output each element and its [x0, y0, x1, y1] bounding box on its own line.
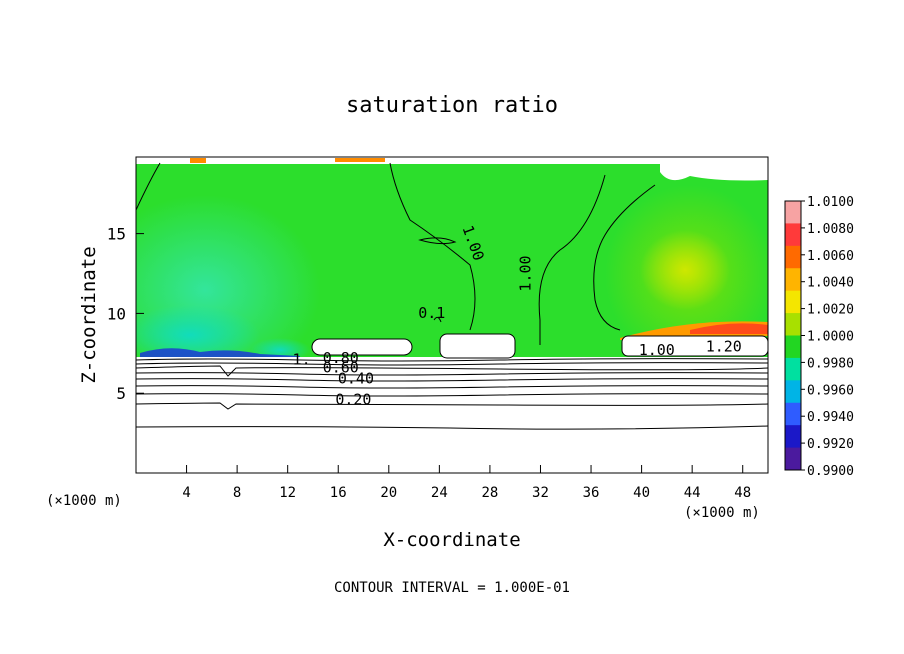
colorbar-label: 0.9980: [807, 356, 854, 371]
x-axis-label: X-coordinate: [383, 529, 520, 551]
x-tick-label: 24: [431, 485, 448, 501]
contour-label: 0.40: [338, 370, 374, 388]
colorbar-swatch: [785, 357, 801, 381]
colorbar-label: 0.9900: [807, 464, 854, 479]
colorbar-swatch: [785, 268, 801, 292]
x-tick-label: 4: [182, 485, 190, 501]
x-tick-label: 12: [279, 485, 296, 501]
colorbar-swatch: [785, 380, 801, 404]
contour-label: 0.60: [323, 358, 359, 376]
x-tick-label: 20: [380, 485, 397, 501]
x-tick-label: 28: [481, 485, 498, 501]
field-top-strip: [136, 157, 768, 164]
x-axis-ticks: 4 8 12 16 20 24 28 32 36 40 44 48: [182, 465, 751, 501]
contour-interval-note: CONTOUR INTERVAL = 1.000E-01: [334, 580, 570, 596]
x-tick-label: 44: [684, 485, 701, 501]
orange-top-1: [190, 158, 206, 163]
subsaturated-region: [136, 357, 768, 473]
x-tick-label: 40: [633, 485, 650, 501]
colorbar-label: 1.0000: [807, 330, 854, 345]
colorbar-swatch: [785, 313, 801, 336]
y-tick-label: 10: [107, 304, 126, 323]
colorbar-label: 0.9940: [807, 410, 854, 425]
colorbar-label: 1.0100: [807, 195, 854, 210]
x-tick-label: 8: [233, 485, 241, 501]
yellow-patch-core: [640, 230, 730, 310]
colorbar-swatch: [785, 290, 801, 314]
colorbar-swatch: [785, 201, 801, 224]
x-tick-label: 16: [330, 485, 347, 501]
x-tick-label: 32: [532, 485, 549, 501]
plot-frame: [135, 156, 769, 474]
colorbar-label: 1.0020: [807, 303, 854, 318]
colorbar-label: 0.9920: [807, 437, 854, 452]
cloud-blob-3: [621, 335, 768, 357]
colorbar-swatch: [785, 335, 801, 359]
y-axis-label: Z-coordinate: [78, 246, 100, 383]
saturation-field: [136, 157, 768, 473]
contour-label: 1.20: [706, 338, 742, 356]
contour-label: 1.: [293, 350, 311, 368]
colorbar-swatch: [785, 245, 801, 269]
contour-label: 1.00: [639, 341, 675, 359]
contour-lines: [136, 162, 768, 430]
colorbar: 1.0100 1.0080 1.0060 1.0040 1.0020 1.0000 0.99…: [784, 195, 854, 479]
contour-label: 0.20: [335, 390, 371, 408]
y-tick-label: 15: [107, 225, 126, 244]
chart-title: saturation ratio: [346, 93, 558, 118]
red-band: [690, 323, 768, 334]
x-unit-label: (×1000 m): [684, 505, 760, 521]
colorbar-label: 1.0040: [807, 276, 854, 291]
orange-top-2: [335, 158, 385, 162]
colorbar-label: 1.0060: [807, 249, 854, 264]
cloud-blob-1: [311, 338, 413, 356]
contour-label: 1.00: [516, 255, 534, 291]
x-tick-label: 48: [734, 485, 751, 501]
contour-labels: 0.800.600.400.201.001.001.00 1.200.11.: [293, 223, 742, 408]
colorbar-swatch: [785, 447, 801, 471]
colorbar-label: 0.9960: [807, 383, 854, 398]
z-unit-label: (×1000 m): [46, 493, 122, 509]
x-tick-label: 36: [583, 485, 600, 501]
y-tick-label: 5: [116, 384, 126, 403]
contour-label: 0.80: [323, 349, 359, 367]
contour-label: 0.1: [418, 304, 445, 322]
cloud-blob-2: [439, 333, 516, 359]
y-axis-ticks: 5 10 15: [107, 225, 144, 403]
cloud-top-right: [660, 157, 768, 181]
blue-band: [140, 348, 300, 359]
colorbar-label: 1.0080: [807, 222, 854, 237]
colorbar-swatch: [785, 402, 801, 426]
colorbar-swatch: [785, 223, 801, 247]
colorbar-swatch: [785, 425, 801, 449]
